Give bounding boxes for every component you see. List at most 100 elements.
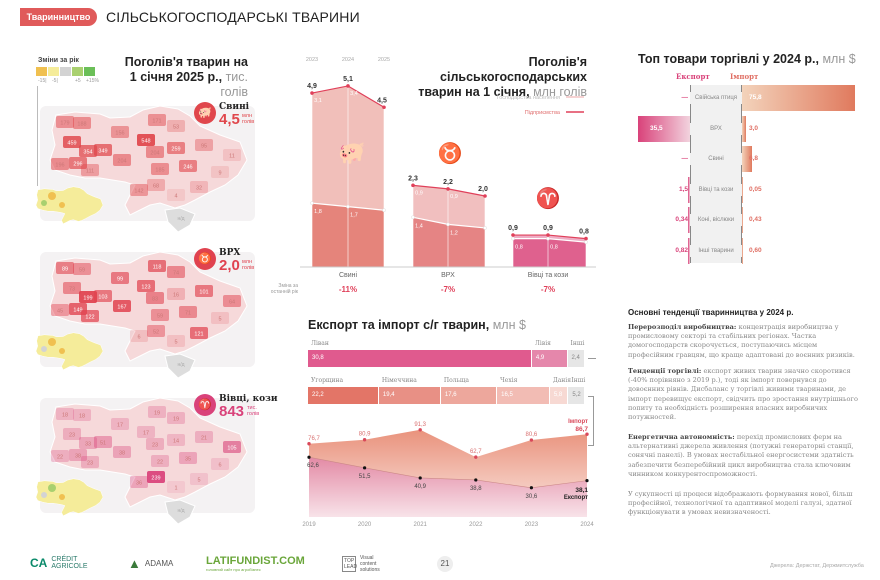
cow-icon: ♉ xyxy=(438,141,463,165)
region-fill xyxy=(148,406,166,418)
map-0: н/д 179 188 156 171 53 459 548 354 349 204 204 259 95… xyxy=(35,105,248,233)
credit-agricole-logo: CA CRÉDIT AGRICOLE xyxy=(30,556,93,570)
animal-total: 843 xyxy=(219,403,245,420)
region-fill xyxy=(94,144,112,156)
region-fill xyxy=(137,280,155,292)
country-name: Інші xyxy=(571,377,586,384)
animal-badge: ♉ xyxy=(194,248,216,270)
import-label: 76,7 xyxy=(308,436,320,442)
total-point xyxy=(310,91,314,95)
region-fill xyxy=(113,300,131,312)
region-value: 204 xyxy=(117,159,126,165)
trade-category: ВРХ xyxy=(690,122,742,135)
region-value: 33 xyxy=(85,442,91,448)
region-value: 18 xyxy=(62,413,68,419)
latifundist-tagline: головний сайт про агробізнес xyxy=(206,567,261,572)
crimea-region xyxy=(164,353,196,379)
import-last-value: 86,7 xyxy=(575,426,588,433)
region-fill xyxy=(130,476,148,488)
change-map-area xyxy=(48,192,56,200)
toplead-text: Visual content solutions xyxy=(360,555,380,573)
region-fill xyxy=(111,418,129,430)
region-fill xyxy=(56,262,74,274)
adama-text: ADAMA xyxy=(144,559,174,568)
trade-title-text: Топ товари торгівлі у 2024 р., xyxy=(638,52,819,66)
animal-unit: тис. голів xyxy=(247,405,260,417)
animal-badge: ♈ xyxy=(194,394,216,416)
total-point xyxy=(584,236,588,241)
region-fill xyxy=(167,189,185,201)
herd-chart: 2023 2024 2025 4,9 3,1 1,8 5,1 3,4 1,7 4,5 2,9 1,6 С… xyxy=(271,57,596,295)
total-label: 2,2 xyxy=(443,179,453,186)
import-bar xyxy=(742,115,747,142)
change-map xyxy=(35,478,104,517)
lower-point xyxy=(483,226,487,230)
herd-title-line2: тварин на 1 січня, xyxy=(418,85,530,99)
export-bar xyxy=(637,115,690,142)
export-value: 0,82 xyxy=(675,246,688,254)
import-label: 91,3 xyxy=(414,422,426,428)
total-point xyxy=(446,187,450,191)
change-map-area xyxy=(41,492,47,498)
region-fill xyxy=(211,458,229,470)
region-fill xyxy=(69,449,87,461)
trend-text-3: перехід промислових ферм на альтернативн… xyxy=(628,433,854,478)
region-value: 196 xyxy=(55,163,64,169)
region-value: 9 xyxy=(218,171,221,177)
animal-name: Свині xyxy=(219,102,250,112)
trade-category: Коні, віслюки xyxy=(690,214,742,226)
crimea-region xyxy=(164,499,196,525)
total-point xyxy=(411,183,415,188)
upper-label: 3,1 xyxy=(314,98,322,104)
import-value: 0,60 xyxy=(749,246,762,254)
animal-unit: млн голів xyxy=(242,259,255,271)
region-fill xyxy=(146,146,164,158)
region-fill xyxy=(73,409,91,421)
region-fill xyxy=(51,304,69,316)
region-value: 73 xyxy=(69,287,75,293)
country-name: Німеччина xyxy=(381,377,417,384)
region-fill xyxy=(190,327,208,339)
total-label: 2,0 xyxy=(478,186,488,193)
herd-title: Поголів'я сільськогосподарських тварин н… xyxy=(405,55,587,100)
region-value: 16 xyxy=(173,293,179,299)
region-value: 99 xyxy=(117,277,123,283)
lower-point xyxy=(584,240,588,244)
lower-label: 1,2 xyxy=(450,230,458,236)
region-fill xyxy=(147,471,165,483)
total-label: 0,9 xyxy=(508,225,518,232)
region-value: 111 xyxy=(86,169,94,175)
import-value: 0,43 xyxy=(749,216,762,223)
badge-ram-icon: ♈ xyxy=(198,399,212,411)
region-value: 38 xyxy=(75,454,81,460)
country-name: Данія xyxy=(552,377,572,384)
latifundist-text: LATIFUNDIST.COM xyxy=(206,555,305,567)
region-fill xyxy=(113,154,131,166)
region-value: 354 xyxy=(83,150,92,156)
region-value: 53 xyxy=(173,125,179,131)
region-fill xyxy=(151,455,169,467)
region-fill xyxy=(167,434,185,446)
region-value: 83 xyxy=(152,297,158,303)
lower-area xyxy=(413,217,485,267)
export-value: — xyxy=(681,94,689,101)
export-area xyxy=(309,457,587,517)
region-value: 239 xyxy=(151,476,160,482)
legend-swatch xyxy=(72,67,83,76)
category-label: Вівці та кози xyxy=(528,271,569,279)
map-1: н/д 89 59 99 118 74 73 123 199 103 167 83 16 101 64 45 1… xyxy=(35,251,248,379)
region-value: 45 xyxy=(57,309,63,315)
region-value: 5 xyxy=(174,340,177,346)
region-fill xyxy=(179,306,197,318)
maps-title: Поголів'я тварин на 1 січня 2025 р., тис… xyxy=(110,55,248,100)
change-map-area xyxy=(41,346,47,352)
export-last-value: 38,1 xyxy=(575,487,588,494)
x-tick-label: 2023 xyxy=(525,522,539,528)
change-map-area xyxy=(59,348,65,354)
category-label: ВРХ xyxy=(441,272,455,279)
region-fill xyxy=(51,158,69,170)
flows-title-unit: млн $ xyxy=(492,318,526,332)
region-value: 185 xyxy=(155,168,164,174)
region-value: 35 xyxy=(185,457,191,463)
ca-text: CRÉDIT AGRICOLE xyxy=(51,556,88,570)
